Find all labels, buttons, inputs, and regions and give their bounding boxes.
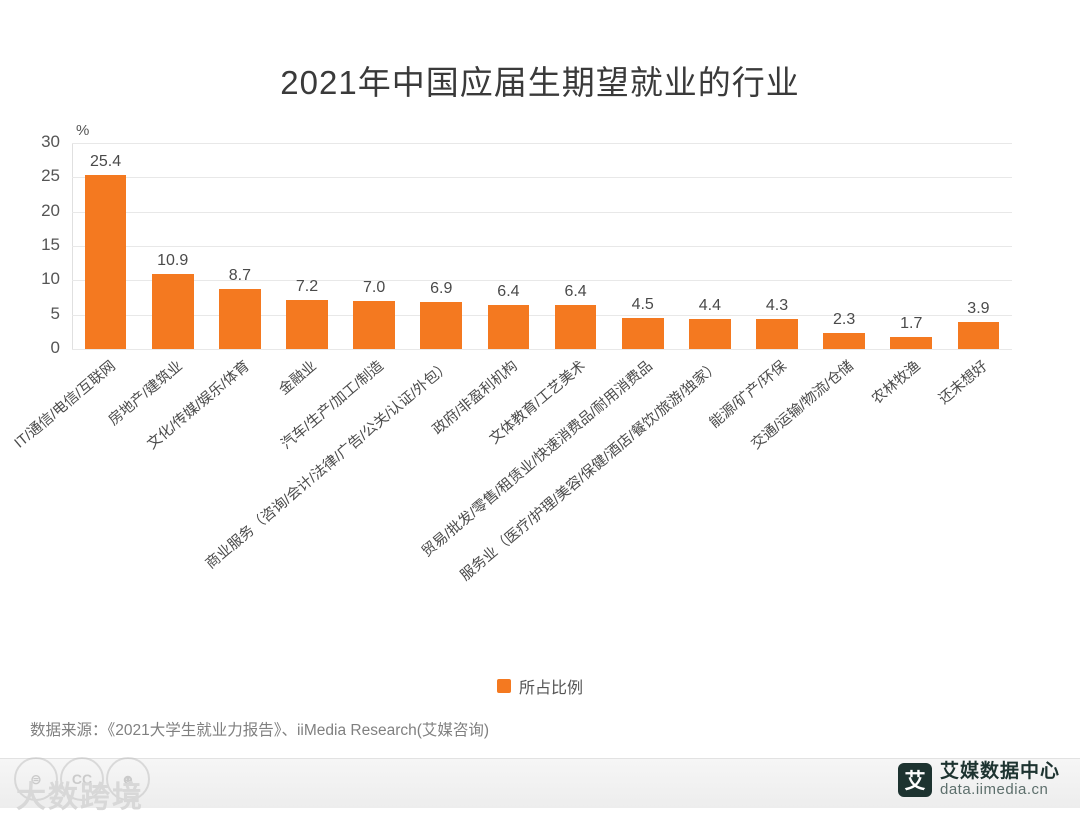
brand-name: 艾媒数据中心: [939, 761, 1060, 782]
bar-value-label: 4.5: [631, 296, 654, 314]
y-axis-tick-label: 5: [50, 303, 60, 323]
bar-item[interactable]: 4.5: [621, 143, 664, 349]
y-axis-tick-label: 10: [41, 269, 60, 289]
bar-item[interactable]: 4.3: [756, 143, 798, 349]
cc-badge-icon-0: ⊜: [14, 757, 58, 801]
x-axis-tick-label: 能源/矿产/环保: [706, 358, 790, 432]
bar-item[interactable]: 6.4: [487, 143, 530, 349]
bar-item[interactable]: 7.2: [286, 143, 328, 349]
bar[interactable]: [890, 337, 933, 349]
bar-item[interactable]: 7.0: [353, 143, 395, 349]
gridline: [72, 211, 1012, 213]
bar-value-label: 8.7: [228, 267, 251, 285]
bar-value-label: 1.7: [900, 315, 923, 333]
brand-mark-icon: 艾: [897, 762, 932, 797]
creative-commons-badges: ⊜ CC ☻: [14, 757, 150, 801]
cc-badge-icon-2: ☻: [106, 757, 150, 801]
bar-item[interactable]: 25.4: [84, 143, 127, 349]
bar-item[interactable]: 1.7: [890, 143, 933, 349]
bar[interactable]: [689, 318, 731, 349]
x-axis-tick-label: 服务业（医疗/护理/美容/保健/酒店/餐饮/旅游/独家）: [457, 358, 723, 585]
bar-value-label: 10.9: [157, 252, 189, 270]
y-axis-tick-label: 0: [50, 338, 60, 357]
bar[interactable]: [957, 322, 1000, 349]
bar-value-label: 7.2: [295, 277, 319, 295]
x-axis-tick-label: 汽车/生产/加工/制造: [278, 358, 388, 453]
bar-item[interactable]: 8.7: [219, 143, 261, 349]
gridline: [72, 314, 1012, 316]
y-axis-unit-label: %: [76, 122, 90, 139]
bar-value-label: 7.0: [363, 278, 386, 296]
gridline: [72, 143, 1012, 144]
bar-item[interactable]: 2.3: [823, 143, 865, 349]
bar-item[interactable]: 10.9: [151, 143, 194, 349]
bar-value-label: 25.4: [89, 152, 122, 170]
x-axis-tick-label: 文体教育/工艺美术: [486, 358, 589, 448]
bar-value-label: 2.3: [833, 311, 856, 329]
x-axis-tick-label: 贸易/批发/零售/租赁业/快速消费品/耐用消费品: [418, 358, 656, 561]
source-note: 数据来源：《2021大学生就业力报告》、iiMedia Research(艾媒咨…: [30, 722, 490, 739]
bar-item[interactable]: 6.9: [420, 143, 463, 349]
bar[interactable]: [756, 319, 798, 349]
bar[interactable]: [84, 174, 127, 349]
brand-url: data.iimedia.cn: [939, 780, 1049, 798]
gridline: [72, 246, 1012, 247]
x-axis-tick-label: 交通/运输/物流/仓储: [748, 358, 857, 453]
bar-value-label: 6.4: [497, 283, 520, 301]
y-axis-tick-label: 30: [41, 132, 60, 151]
bar[interactable]: [487, 305, 530, 349]
x-axis-tick-label: 还未想好: [936, 358, 992, 408]
chart-legend[interactable]: 所占比例: [0, 674, 1080, 698]
bar-value-label: 6.9: [430, 279, 453, 297]
bar-item[interactable]: 4.4: [689, 143, 731, 349]
square-marker-icon: [496, 679, 511, 693]
bar[interactable]: [554, 305, 597, 349]
bar-item[interactable]: 6.4: [554, 143, 597, 349]
page-title: 2021年中国应届生期望就业的行业: [280, 64, 800, 102]
y-axis-tick-label: 25: [41, 166, 60, 186]
bar-value-label: 3.9: [967, 300, 990, 318]
bar[interactable]: [219, 289, 261, 349]
gridline: [72, 177, 1012, 179]
legend-item-label: 所占比例: [518, 680, 583, 697]
y-axis-tick-label: 15: [41, 235, 60, 254]
bar[interactable]: [151, 274, 194, 349]
x-axis-tick-label: 政府/非盈利机构: [430, 358, 522, 439]
cc-badge-icon-1: CC: [60, 757, 104, 801]
bar[interactable]: [286, 299, 328, 349]
gridline: [72, 349, 1012, 350]
bar[interactable]: [420, 301, 463, 349]
x-axis-tick-label: 农林牧渔: [869, 358, 925, 408]
bar[interactable]: [823, 333, 865, 349]
bar-value-label: 6.4: [564, 283, 587, 301]
x-axis-tick-label: 商业服务（咨询/会计/法律/广告/公关/认证/外包）: [203, 358, 455, 573]
y-axis-tick-label: 20: [41, 200, 60, 220]
bar[interactable]: [621, 318, 664, 349]
x-axis-tick-label: 金融业: [276, 358, 320, 399]
bar-value-label: 4.3: [765, 297, 789, 315]
gridline: [72, 280, 1012, 282]
brand-logo[interactable]: 艾 艾媒数据中心 data.iimedia.cn: [897, 761, 1060, 798]
bar[interactable]: [353, 300, 395, 349]
bar-value-label: 4.4: [698, 296, 721, 314]
chart-plot-area: 30 25 20 15 10 5 0 25.4 10.9 8.7 7.2 7.0 6.9 6.4 6.4 4…: [41, 132, 1012, 357]
bar-item[interactable]: 3.9: [957, 143, 1000, 349]
